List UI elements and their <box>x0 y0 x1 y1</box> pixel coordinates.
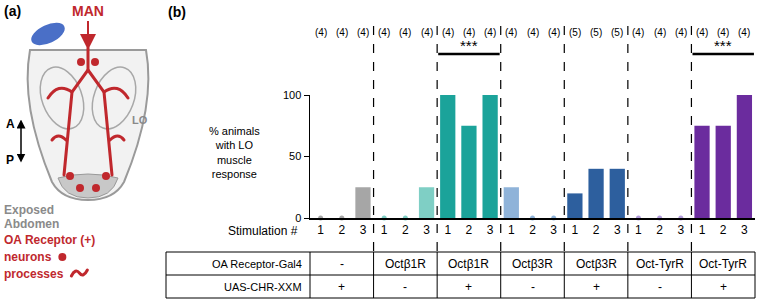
svg-text:(4): (4) <box>738 27 750 38</box>
svg-text:3: 3 <box>487 223 494 237</box>
svg-text:neurons: neurons <box>4 250 52 264</box>
svg-text:2: 2 <box>338 223 345 237</box>
svg-text:Stimulation #: Stimulation # <box>228 224 298 238</box>
svg-text:OA Receptor (+): OA Receptor (+) <box>4 233 95 247</box>
svg-text:(4): (4) <box>696 27 708 38</box>
svg-text:(4): (4) <box>336 27 348 38</box>
svg-text:(5): (5) <box>569 27 581 38</box>
svg-text:2: 2 <box>402 223 409 237</box>
svg-text:-: - <box>340 257 344 271</box>
svg-text:MAN: MAN <box>72 3 104 19</box>
svg-text:P: P <box>6 153 14 167</box>
svg-text:1: 1 <box>317 223 324 237</box>
svg-text:+: + <box>720 280 727 294</box>
svg-text:Abdomen: Abdomen <box>4 217 59 231</box>
svg-text:(4): (4) <box>399 27 411 38</box>
svg-text:(5): (5) <box>590 27 602 38</box>
svg-text:3: 3 <box>614 223 621 237</box>
svg-text:3: 3 <box>423 223 430 237</box>
svg-text:(4): (4) <box>717 27 729 38</box>
svg-text:***: *** <box>714 37 732 54</box>
svg-text:2: 2 <box>593 223 600 237</box>
svg-text:Octβ1R: Octβ1R <box>385 257 426 271</box>
svg-text:(4): (4) <box>357 27 369 38</box>
svg-text:(4): (4) <box>675 27 687 38</box>
svg-text:+: + <box>465 280 472 294</box>
svg-text:(5): (5) <box>611 27 623 38</box>
svg-text:-: - <box>658 280 662 294</box>
svg-text:2: 2 <box>720 223 727 237</box>
svg-text:2: 2 <box>656 223 663 237</box>
svg-text:1: 1 <box>444 223 451 237</box>
svg-text:Oct-TyrR: Oct-TyrR <box>699 257 747 271</box>
svg-text:(4): (4) <box>632 27 644 38</box>
svg-text:% animalswith LOmuscleresponse: % animalswith LOmuscleresponse <box>209 125 260 180</box>
svg-text:(4): (4) <box>315 27 327 38</box>
svg-text:LO: LO <box>132 114 148 126</box>
svg-text:(4): (4) <box>421 27 433 38</box>
svg-text:(4): (4) <box>505 27 517 38</box>
svg-text:Exposed: Exposed <box>4 203 54 217</box>
svg-text:3: 3 <box>677 223 684 237</box>
svg-text:2: 2 <box>466 223 473 237</box>
svg-text:1: 1 <box>699 223 706 237</box>
svg-text:0: 0 <box>295 212 301 224</box>
svg-text:(4): (4) <box>484 27 496 38</box>
svg-text:3: 3 <box>550 223 557 237</box>
svg-text:1: 1 <box>508 223 515 237</box>
svg-text:(a): (a) <box>4 3 21 19</box>
svg-text:(4): (4) <box>378 27 390 38</box>
svg-text:-: - <box>403 280 407 294</box>
svg-text:***: *** <box>460 37 478 54</box>
svg-text:(4): (4) <box>527 27 539 38</box>
svg-text:1: 1 <box>572 223 579 237</box>
svg-text:(4): (4) <box>463 27 475 38</box>
svg-text:OA Receptor-Gal4: OA Receptor-Gal4 <box>212 258 302 270</box>
svg-text:(4): (4) <box>548 27 560 38</box>
svg-text:A: A <box>6 117 15 131</box>
svg-text:+: + <box>593 280 600 294</box>
svg-text:(b): (b) <box>168 4 186 20</box>
svg-text:(4): (4) <box>442 27 454 38</box>
svg-text:-: - <box>531 280 535 294</box>
svg-text:Oct-TyrR: Oct-TyrR <box>636 257 684 271</box>
svg-text:1: 1 <box>381 223 388 237</box>
svg-text:Octβ3R: Octβ3R <box>512 257 553 271</box>
svg-text:1: 1 <box>635 223 642 237</box>
svg-text:100: 100 <box>283 89 301 101</box>
svg-text:3: 3 <box>741 223 748 237</box>
svg-text:3: 3 <box>360 223 367 237</box>
svg-text:+: + <box>338 280 345 294</box>
svg-text:(4): (4) <box>654 27 666 38</box>
svg-text:UAS-CHR-XXM: UAS-CHR-XXM <box>224 281 302 293</box>
svg-text:Octβ3R: Octβ3R <box>576 257 617 271</box>
svg-text:processes: processes <box>4 267 64 281</box>
svg-text:50: 50 <box>289 150 301 162</box>
svg-text:2: 2 <box>529 223 536 237</box>
svg-text:Octβ1R: Octβ1R <box>448 257 489 271</box>
